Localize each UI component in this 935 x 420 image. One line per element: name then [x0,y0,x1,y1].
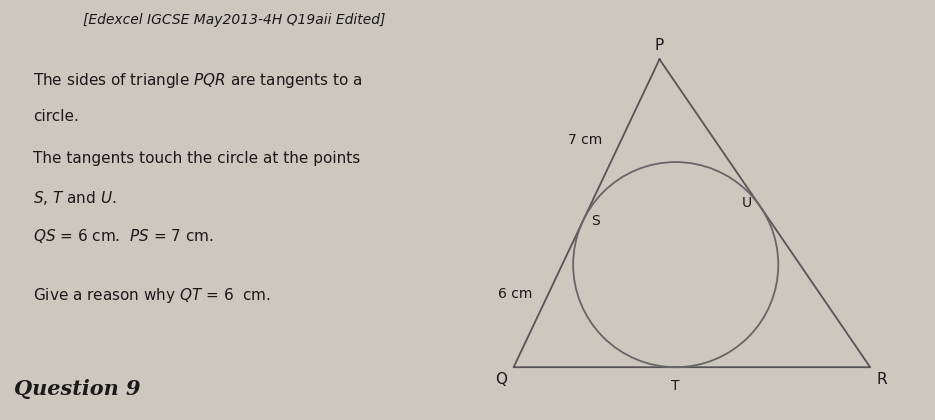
Text: S: S [591,214,600,228]
Text: U: U [742,197,753,210]
Text: The sides of triangle $PQR$ are tangents to a: The sides of triangle $PQR$ are tangents… [33,71,362,90]
Text: circle.: circle. [33,109,79,124]
Text: The tangents touch the circle at the points: The tangents touch the circle at the poi… [33,151,360,166]
Text: R: R [877,372,887,387]
Text: $S$, $T$ and $U$.: $S$, $T$ and $U$. [33,189,116,207]
Text: T: T [671,378,680,393]
Text: 6 cm: 6 cm [497,287,532,301]
Text: Question 9: Question 9 [14,379,140,399]
Text: [Edexcel IGCSE May2013-4H Q19aii Edited]: [Edexcel IGCSE May2013-4H Q19aii Edited] [82,13,385,26]
Text: 7 cm: 7 cm [568,133,602,147]
Text: P: P [654,38,664,53]
Text: Give a reason why $QT$ = 6  cm.: Give a reason why $QT$ = 6 cm. [33,286,271,304]
Text: Q: Q [496,372,507,387]
Text: $QS$ = 6 cm.  $PS$ = 7 cm.: $QS$ = 6 cm. $PS$ = 7 cm. [33,227,213,245]
